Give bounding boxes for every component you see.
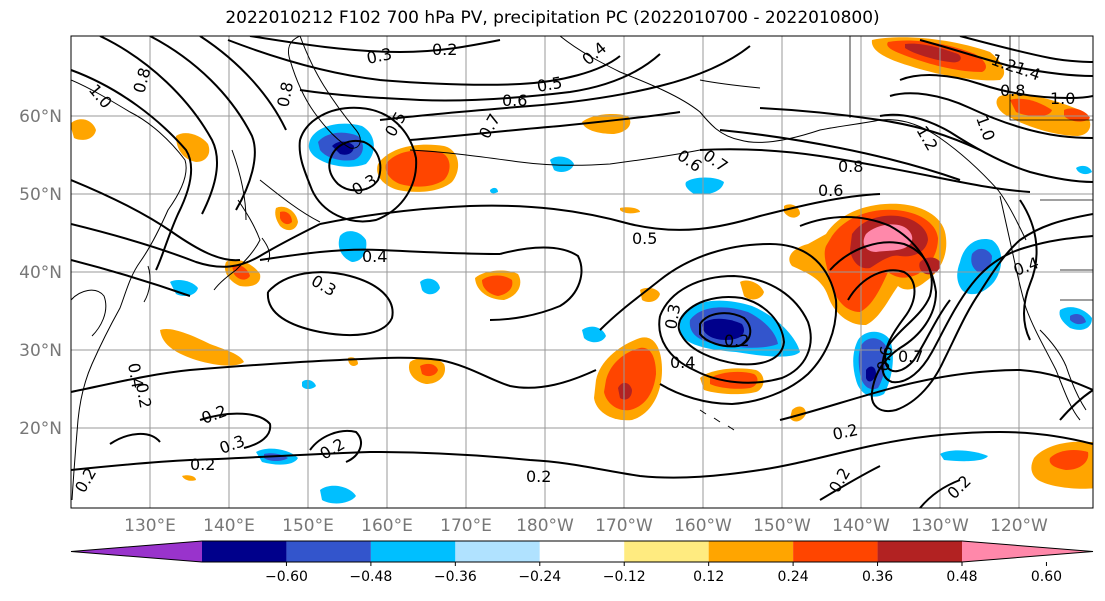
lon-label-130w: 130°W bbox=[911, 516, 969, 536]
pv-label-0-5-central: 0.5 bbox=[632, 229, 657, 248]
pv-label-0-6-gulf: 0.6 bbox=[818, 181, 843, 200]
pv-contours bbox=[71, 36, 1093, 508]
lon-label-120w: 120°W bbox=[990, 516, 1048, 536]
pv-label-0-4-subtropic: 0.4 bbox=[670, 353, 695, 372]
colorbar-tick-label: −0.12 bbox=[603, 569, 646, 585]
colorbar-bin bbox=[455, 541, 540, 562]
colorbar-tick-label: −0.36 bbox=[434, 569, 477, 585]
pv-label-0-2-west-edge: 0.2 bbox=[132, 381, 155, 409]
pv-label-0-6-north: 0.6 bbox=[502, 91, 527, 110]
lon-label-160w: 160°W bbox=[674, 516, 732, 536]
colorbar-tick-label: 0.36 bbox=[862, 569, 893, 585]
pv-label-1-0-canada: 1.0 bbox=[1050, 89, 1075, 108]
colorbar-bin bbox=[286, 541, 371, 562]
pv-label-0-6-trough: 0.6 bbox=[873, 344, 896, 372]
lat-label-40n: 40°N bbox=[19, 263, 62, 283]
pv-label-0-2-north: 0.2 bbox=[432, 40, 457, 59]
lat-label-30n: 30°N bbox=[19, 341, 62, 361]
colorbar: −0.60 −0.48 −0.36 −0.24 −0.12 0.12 0.24 0.36 0.4… bbox=[70, 540, 1094, 585]
lon-label-170e: 170°E bbox=[440, 516, 492, 536]
lon-label-180w: 180°W bbox=[516, 516, 574, 536]
pv-label-0-8-kamchatka: 0.8 bbox=[273, 80, 297, 109]
pv-label-0-5-north: 0.5 bbox=[535, 73, 563, 96]
colorbar-tick-label: −0.48 bbox=[349, 569, 392, 585]
pv-label-0-4-west-edge: 0.4 bbox=[124, 361, 147, 389]
colorbar-bin bbox=[202, 541, 287, 562]
lon-label-130e: 130°E bbox=[124, 516, 176, 536]
pv-label-0-8-canada: 0.8 bbox=[1000, 81, 1025, 100]
colorbar-outline bbox=[70, 540, 1094, 563]
pv-label-0-8-gulf: 0.8 bbox=[838, 157, 863, 176]
colorbar-bin bbox=[539, 541, 625, 562]
lat-label-50n: 50°N bbox=[19, 185, 62, 205]
pv-label-0-2-east-tropics: 0.2 bbox=[831, 420, 860, 444]
colorbar-tick-label: 0.60 bbox=[1031, 569, 1062, 585]
pv-label-0-3-cutoff: 0.3 bbox=[661, 302, 684, 330]
lon-label-150w: 150°W bbox=[753, 516, 811, 536]
colorbar-tick-label: 0.24 bbox=[778, 569, 809, 585]
lon-label-150e: 150°E bbox=[282, 516, 334, 536]
map-frame bbox=[70, 35, 1094, 509]
precip-shading bbox=[71, 37, 1093, 504]
colorbar-tick-label: −0.24 bbox=[518, 569, 561, 585]
colorbar-tick-label: 0.12 bbox=[693, 569, 724, 585]
pv-label-0-2-south: 0.2 bbox=[526, 467, 551, 486]
coastlines bbox=[71, 36, 1093, 501]
colorbar-tick-label: 0.48 bbox=[946, 569, 977, 585]
lon-label-170w: 170°W bbox=[595, 516, 653, 536]
pv-label-0-2-sw-1: 0.2 bbox=[190, 455, 215, 474]
latitude-labels: 60°N 50°N 40°N 30°N 20°N bbox=[19, 107, 62, 439]
colorbar-extend-max bbox=[962, 541, 1093, 562]
colorbar-tick-label: −0.60 bbox=[265, 569, 308, 585]
lon-label-160e: 160°E bbox=[361, 516, 413, 536]
longitude-labels: 130°E 140°E 150°E 160°E 170°E 180°W 170°… bbox=[124, 516, 1048, 536]
lon-label-140w: 140°W bbox=[832, 516, 890, 536]
pv-label-0-4-japan: 0.4 bbox=[362, 247, 387, 266]
colorbar-bin bbox=[708, 541, 794, 562]
figure-title: 2022010212 F102 700 hPa PV, precipitatio… bbox=[225, 8, 880, 28]
colorbar-bin bbox=[877, 541, 962, 562]
pv-label-0-3-north: 0.3 bbox=[365, 44, 394, 68]
pv-label-0-7-trough: 0.7 bbox=[898, 347, 923, 366]
colorbar-extend-min bbox=[71, 541, 202, 562]
lat-label-60n: 60°N bbox=[19, 107, 62, 127]
lon-label-140e: 140°E bbox=[203, 516, 255, 536]
colorbar-bin bbox=[624, 541, 709, 562]
colorbar-bin bbox=[793, 541, 878, 562]
pv-label-0-2-cutoff: 0.2 bbox=[724, 331, 749, 350]
colorbar-bin bbox=[370, 541, 456, 562]
lat-label-20n: 20°N bbox=[19, 419, 62, 439]
